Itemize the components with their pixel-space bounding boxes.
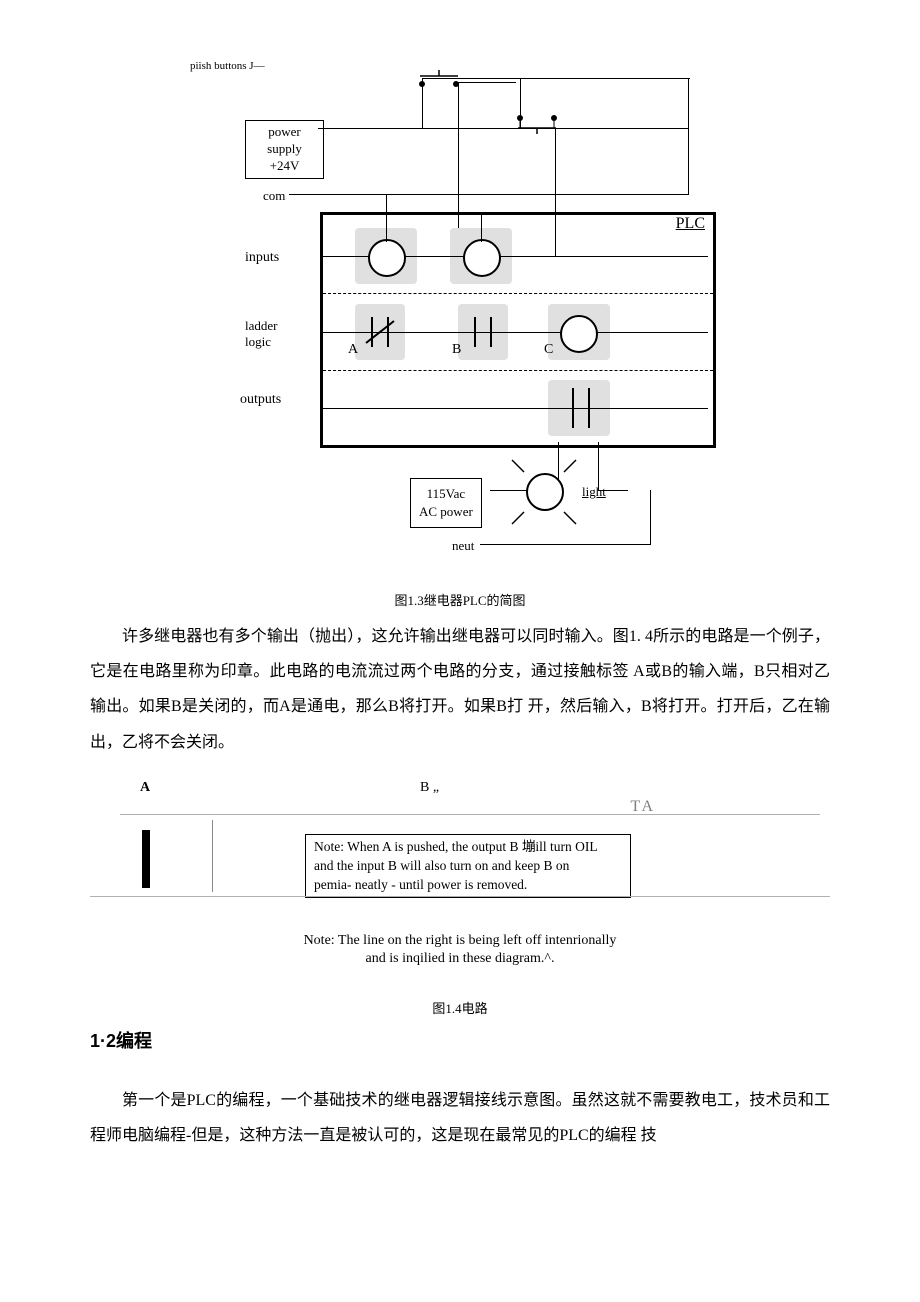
paragraph-2: 第一个是PLC的编程，一个基础技术的继电器逻辑接线示意图。虽然这就不需要教电工，… [90,1083,830,1153]
neut-label: neut [452,538,474,554]
fig14-caption: 图1.4电路 [90,998,830,1017]
paragraph-1: 许多继电器也有多个输出（抛出），这允许输出继电器可以同时输入。图1. 4所示的电… [90,619,830,760]
ladder-logic-label: ladder logic [245,318,277,349]
ps-line1: power [268,124,301,139]
com-label: com [263,188,285,204]
inputs-label: inputs [245,250,279,266]
power-supply-box: power supply +24V [245,120,324,179]
section-heading: 1·2编程 [90,1027,830,1053]
contact-b-label: B [452,342,461,358]
input-coil-2 [463,239,501,277]
fig14-note2: Note: The line on the right is being lef… [90,932,830,968]
fig14-a: A [140,780,150,796]
fig13-caption: 图1.3继电器PLC的简图 [90,590,830,609]
fig14-bar [142,830,150,888]
light-label: light [582,484,606,500]
figure-1-3: piish buttons J— power supply +24V com [190,60,750,580]
contact-a-label: A [348,342,358,358]
ps-line2: supply [267,141,302,156]
figure-1-4: A B „ ТА Note: When A is pushed, the out… [90,780,830,930]
outputs-label: outputs [240,392,281,408]
input-coil-1 [368,239,406,277]
plc-label: PLC [676,215,705,233]
fig14-b: B „ [420,780,439,796]
output-coil-c [560,315,598,353]
contact-c-label: C [544,342,553,358]
ps-line3: +24V [270,158,300,173]
ac-power-box: 115Vac AC power [410,478,482,528]
fig14-note-box: Note: When A is pushed, the output B 塴il… [305,834,631,899]
push-buttons-label: piish buttons J— [190,60,265,72]
